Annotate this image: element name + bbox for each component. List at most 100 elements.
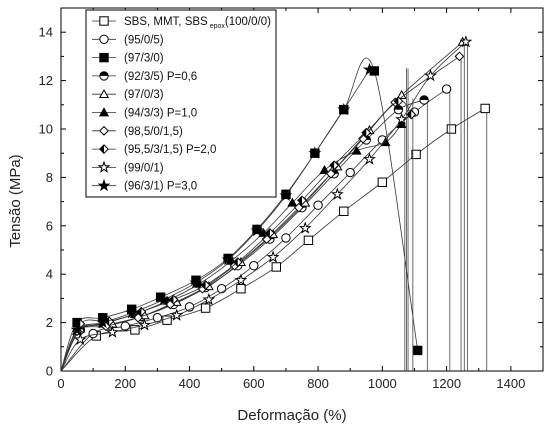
legend-marker (99, 144, 109, 155)
data-point (170, 308, 184, 321)
series-8 (60, 96, 417, 372)
data-point (216, 284, 227, 294)
legend-label: (94/3/3) P=1,0 (124, 108, 197, 120)
data-point (250, 223, 264, 237)
x-tick-label: 1200 (432, 376, 461, 391)
data-point (264, 228, 275, 238)
data-point (281, 233, 291, 243)
legend-marker (97, 178, 111, 192)
x-tick-label: 800 (307, 376, 329, 391)
data-point (446, 124, 457, 134)
data-point (339, 206, 349, 216)
legend-label: (96/3/1) P=3,0 (124, 181, 197, 193)
plot-frame (60, 7, 544, 372)
data-point (363, 152, 376, 165)
data-point (133, 312, 144, 323)
data-point (351, 145, 362, 155)
data-point (345, 167, 355, 178)
data-point (287, 197, 298, 207)
data-point (330, 187, 344, 200)
data-point (396, 118, 407, 129)
data-point (393, 104, 404, 115)
y-tick-label: 4 (46, 267, 53, 282)
legend-entry: (95,5/3/1,5) P=2,0 (92, 144, 216, 156)
data-point (441, 84, 452, 94)
data-point (202, 292, 216, 306)
data-point (105, 325, 119, 338)
x-axis-ticks: 0 200 400 600 800 1000 1200 1400 (57, 8, 544, 391)
legend-marker (99, 34, 109, 44)
data-point (189, 275, 203, 289)
legend-label: (95/0/5) (124, 34, 164, 46)
x-tick-label: 400 (179, 376, 201, 391)
data-point (271, 262, 281, 272)
legend-label: SBS, MMT, SBS epox(100/0/0) (124, 16, 271, 30)
data-point (395, 112, 409, 125)
data-point (308, 146, 322, 159)
data-point (279, 188, 293, 202)
legend-entry: (92/3/5) P=0,6 (92, 71, 197, 83)
y-tick-label: 14 (39, 25, 53, 40)
x-tick-label: 1000 (368, 376, 397, 391)
data-point (411, 149, 421, 160)
data-point (221, 252, 235, 266)
data-point (419, 95, 429, 105)
y-tick-label: 0 (46, 364, 53, 379)
legend-entry: (95/0/5) (92, 34, 164, 46)
data-point (236, 284, 246, 294)
legend-box (85, 9, 277, 198)
legend-marker (97, 160, 111, 173)
y-tick-label: 12 (39, 73, 53, 88)
data-point (261, 234, 272, 245)
data-point (73, 332, 87, 346)
legend-label: (92/3/5) P=0,6 (124, 71, 197, 83)
legend-label: (95,5/3/1,5) P=2,0 (124, 144, 216, 156)
x-axis-label: Deformação (%) (237, 407, 346, 424)
data-point (412, 345, 423, 356)
legend-label: (99/0/1) (124, 162, 164, 174)
y-tick-label: 10 (39, 122, 53, 137)
y-tick-label: 6 (46, 218, 53, 233)
x-tick-label: 600 (243, 376, 265, 391)
data-point (380, 137, 391, 147)
data-point (125, 306, 139, 319)
data-point (377, 177, 388, 187)
data-point (424, 68, 437, 82)
data-point (406, 109, 417, 120)
series-layer (60, 35, 490, 372)
legend-entry: (99/0/1) (92, 160, 164, 174)
data-point (393, 96, 404, 107)
legend-entry: (96/3/1) P=3,0 (92, 178, 197, 193)
data-point (200, 303, 211, 313)
data-point (297, 195, 307, 206)
y-axis-ticks: 0 2 4 6 8 10 12 14 (39, 7, 543, 379)
x-tick-label: 0 (57, 376, 64, 391)
data-point (459, 35, 473, 48)
data-point (138, 318, 151, 331)
series-1 (60, 103, 490, 372)
legend-marker (99, 16, 109, 26)
data-point (361, 127, 372, 138)
data-point (88, 328, 98, 339)
data-point (157, 292, 171, 306)
data-point (130, 325, 140, 335)
y-axis-label: Tensão (MPa) (7, 154, 24, 247)
legend-marker (98, 107, 110, 117)
data-point (313, 200, 323, 210)
legend-marker (99, 71, 109, 81)
series-9 (60, 35, 473, 372)
data-point (200, 280, 211, 290)
data-point (232, 257, 243, 268)
legend-marker (99, 125, 109, 136)
series-10 (60, 62, 407, 372)
data-point (454, 51, 465, 62)
legend-entry: (98,5/0/1,5) (92, 126, 183, 138)
data-point (120, 321, 130, 331)
legend-marker (98, 88, 110, 99)
y-tick-label: 8 (46, 170, 53, 185)
legend-entry: SBS, MMT, SBS epox(100/0/0) (92, 16, 271, 30)
x-tick-label: 1400 (496, 376, 525, 391)
data-point (96, 315, 110, 329)
legend-entry: (94/3/3) P=1,0 (92, 107, 197, 120)
